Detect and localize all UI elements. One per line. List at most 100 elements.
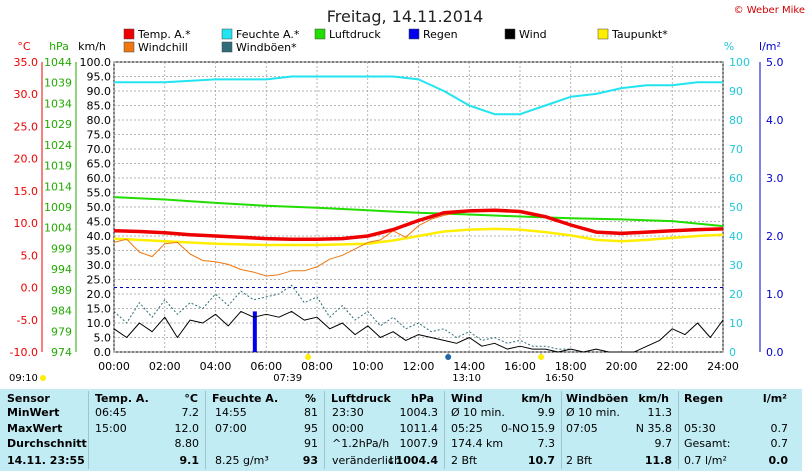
wind-axis-tick-label: 70.0 [87,143,112,156]
x-tick-label: 04:00 [200,360,232,373]
stats-wind-value: 9.9 [537,406,556,419]
legend-swatch-5 [597,28,609,40]
wind-axis-tick-label: 50.0 [87,201,112,214]
stats-row-label: Durchschnitt [7,437,87,450]
series-line-taupunkt [113,227,724,247]
pressure-axis-tick-label: 979 [51,325,72,338]
x-tick-label: 14:00 [453,360,485,373]
pressure-axis-tick-label: 1019 [44,160,72,173]
chart-legend: Temp. A.* Feuchte A.* Luftdruck Regen Wind Ta… [123,28,668,54]
stats-rain-value: 0.7 [770,437,789,450]
x-tick-label: 20:00 [606,360,638,373]
pressure-axis-tick-label: 1034 [44,97,72,110]
temp-axis-tick-label: 15.0 [14,185,39,198]
wind-axis-tick-label: 5.0 [94,332,112,345]
pressure-axis-tick-label: 1039 [44,77,72,90]
humidity-axis-tick-label: 70 [729,143,743,156]
stats-table: Sensor Temp. A. °C Feuchte A. % Luftdruc… [0,389,802,471]
legend-swatch-0 [123,28,135,40]
stats-divider [561,391,562,469]
wind-axis-tick-label: 25.0 [87,274,112,287]
axis-titles: °C hPa km/h % l/m² [17,40,781,53]
temp-axis-tick-label: 30.0 [14,88,39,101]
stats-divider [324,391,325,469]
moon-icon [445,354,452,360]
stats-press-time: 23:30 [332,406,364,419]
rain-axis-tick-label: 4.0 [766,114,784,127]
legend-swatch-2 [314,28,326,40]
stats-temp-value: 7.2 [181,406,200,419]
wind-axis-tick-label: 45.0 [87,216,112,229]
pressure-axis-tick-label: 1004 [44,222,72,235]
stats-row-label: MaxWert [7,421,63,435]
stats-hum-value: 93 [302,453,318,467]
stats-header-hum-unit: % [304,392,316,405]
stats-header-gust-unit: km/h [638,392,669,405]
stats-row-label: 14.11. 23:55 [7,453,85,467]
pressure-axis-tick-label: 994 [51,263,72,276]
stats-gust-value: 11.3 [647,406,673,419]
x-tick-label: 10:00 [352,360,384,373]
humidity-axis-tick-label: 100 [729,56,750,69]
stats-hum-time: 8.25 g/m³ [215,453,269,467]
stats-header-temp: Temp. A. [95,392,149,405]
stats-press-value: ↓1004.4 [386,453,438,467]
rain-axis-tick-label: 1.0 [766,288,784,301]
stats-header-rain: Regen [684,392,724,405]
wind-axis-tick-label: 40.0 [87,230,112,243]
stats-press-value: 1004.3 [399,406,439,419]
pressure-axis-tick-label: 1024 [44,139,72,152]
series-line-wind [113,310,724,353]
sun-icon [305,354,312,360]
stats-wind-direction: 0-NO [501,421,529,435]
pressure-axis-tick-label: 984 [51,305,72,318]
stats-rain-value: 0.7 [770,421,789,435]
stats-press-time: 00:00 [332,421,364,435]
humidity-axis-tick-label: 90 [729,85,743,98]
pressure-axis-tick-label: 1014 [44,180,72,193]
chart-markers: 09:10 07:39 13:10 16:50 [9,352,574,384]
temp-axis-tick-label: 0.0 [21,282,39,295]
wind-axis-tick-label: 55.0 [87,187,112,200]
stats-temp-value: 8.80 [174,437,200,450]
series-line-temp-a [113,208,724,241]
wind-axis-tick-label: 20.0 [87,288,112,301]
humidity-axis-tick-label: 40 [729,230,743,243]
wind-axis-tick-label: 95.0 [87,71,112,84]
legend-swatch-3 [408,28,420,40]
series-line-luftdruck [113,196,724,228]
stats-gust-value: 11.8 [644,453,672,467]
wind-axis-tick-label: 15.0 [87,303,112,316]
rain-bar [252,311,257,352]
series-line-feuchte-a [114,75,723,116]
sun-icon [538,354,545,360]
stats-press-time: ^1.2hPa/h [332,437,390,450]
humidity-axis-tick-label: 30 [729,259,743,272]
sun-icon [40,375,46,381]
stats-hum-value: 91 [304,437,318,450]
rain-axis-tick-label: 3.0 [766,172,784,185]
stats-divider [205,391,206,469]
rain-axis-tick-label: 5.0 [766,56,784,69]
wind-axis-tick-label: 0.0 [94,346,112,359]
x-tick-label: 16:00 [504,360,536,373]
chart-title: Freitag, 14.11.2014 [327,7,484,26]
wind-axis-tick-label: 100.0 [80,56,112,69]
temp-axis-tick-label: 5.0 [21,249,39,262]
stats-wind-detail: Ø 10 min. [451,406,505,419]
wind-axis-tick-label: 75.0 [87,129,112,142]
temp-axis-tick-label: -5.0 [17,314,38,327]
stats-gust-detail: 07:05 [566,421,598,435]
stats-header-temp-unit: °C [184,392,198,405]
temp-axis-tick-label: 20.0 [14,153,39,166]
stats-temp-time: 15:00 [95,421,127,435]
stats-gust-detail: Ø 10 min. [566,406,620,419]
rain-axis-tick-label: 2.0 [766,230,784,243]
legend-swatch-6 [123,41,135,53]
x-tick-label: 22:00 [656,360,688,373]
legend-swatch-4 [504,28,516,40]
wind-axis-tick-label: 10.0 [87,317,112,330]
pressure-axis-title: hPa [49,40,69,53]
stats-header-wind: Wind [451,392,483,405]
x-tick-label: 24:00 [707,360,739,373]
